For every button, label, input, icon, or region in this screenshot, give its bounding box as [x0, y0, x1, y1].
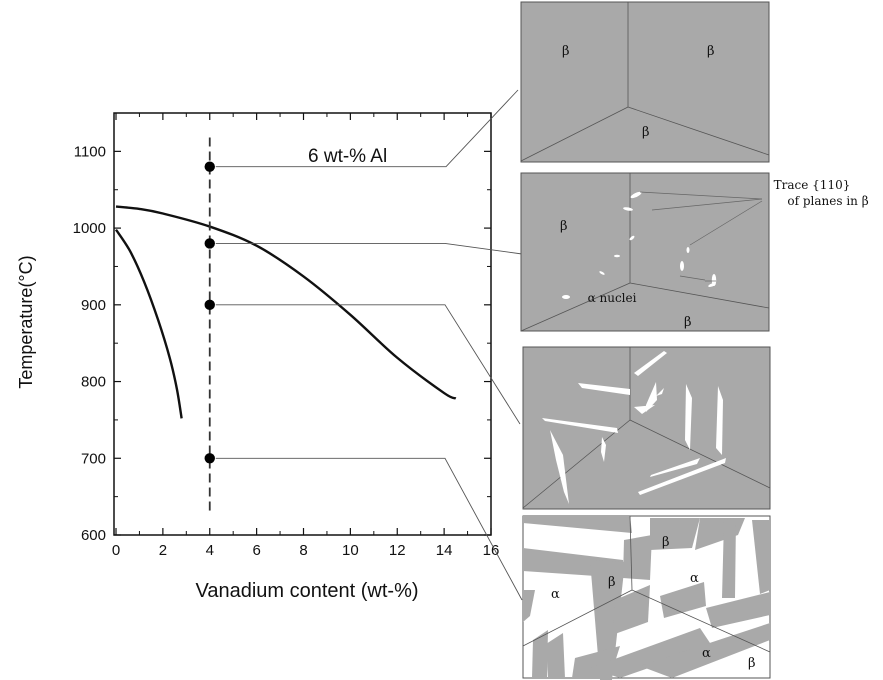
y-tick-label: 1000 — [73, 220, 106, 237]
micrograph-panel-1: β β β — [520, 1, 770, 163]
alpha-nuclei-label: α nuclei — [588, 291, 637, 305]
x-tick-label: 0 — [112, 542, 120, 559]
x-tick-label: 2 — [159, 542, 167, 559]
phase-label-beta: β — [707, 44, 715, 59]
phase-boundary-curves — [114, 205, 457, 419]
leader-line — [215, 304, 521, 425]
phase-label-beta: β — [642, 125, 650, 140]
phase-label-beta: β — [608, 575, 616, 590]
data-point — [204, 161, 215, 172]
temperature-points — [204, 161, 215, 464]
y-tick-label: 900 — [81, 297, 106, 314]
data-point — [204, 453, 215, 464]
phase-label-beta: β — [684, 315, 692, 330]
leader-line — [215, 242, 523, 255]
y-tick-label: 700 — [81, 450, 106, 467]
phase-label-alpha: α — [551, 587, 560, 602]
x-axis-label: Vanadium content (wt-%) — [195, 580, 418, 602]
micrograph-panel-4: α β β α α β — [522, 515, 771, 680]
data-point — [204, 238, 215, 249]
trace-label: Trace {110} — [774, 178, 851, 192]
leader-line — [215, 457, 523, 601]
data-point — [204, 299, 215, 311]
x-tick-label: 10 — [342, 542, 359, 559]
leader-line — [215, 89, 519, 168]
x-tick-label: 6 — [252, 542, 260, 559]
y-tick-label: 1100 — [74, 143, 106, 160]
beta-transus-curve — [115, 205, 457, 400]
y-tick-label: 800 — [81, 374, 106, 391]
plot-frame — [113, 112, 492, 536]
phase-label-beta: β — [662, 535, 670, 550]
x-tick-label: 14 — [436, 542, 453, 559]
micrograph-panel-2: β β α nuclei Trace {110} of planes in β — [520, 172, 869, 332]
y-tick-label: 600 — [81, 527, 106, 544]
x-tick-label: 16 — [483, 542, 500, 559]
phase-label-beta: β — [562, 44, 570, 59]
alpha-nuclei — [562, 191, 717, 299]
alpha-plates — [542, 351, 726, 504]
leader-lines — [215, 89, 523, 601]
beta-regions — [523, 516, 770, 680]
y-axis-label: Temperature(°C) — [16, 255, 36, 388]
phase-label-alpha: α — [702, 646, 711, 661]
phase-label-beta: β — [748, 656, 756, 671]
trace-label: of planes in β — [787, 194, 868, 208]
phase-diagram-chart: 0 2 4 6 8 10 12 14 16 600 700 800 900 1000 1100 6 wt-%… — [16, 89, 523, 602]
phase-label-beta: β — [560, 219, 568, 234]
x-tick-label: 12 — [389, 542, 406, 559]
micrograph-panel-3 — [522, 346, 771, 510]
x-tick-label: 4 — [206, 542, 214, 559]
chart-annotation: 6 wt-% Al — [308, 146, 387, 167]
x-tick-label: 8 — [299, 542, 307, 559]
phase-label-alpha: α — [690, 571, 699, 586]
axis-ticks — [114, 113, 492, 536]
martensite-start-curve — [114, 228, 183, 419]
axis-tick-labels: 0 2 4 6 8 10 12 14 16 600 700 800 900 1000 1100 — [73, 143, 500, 559]
